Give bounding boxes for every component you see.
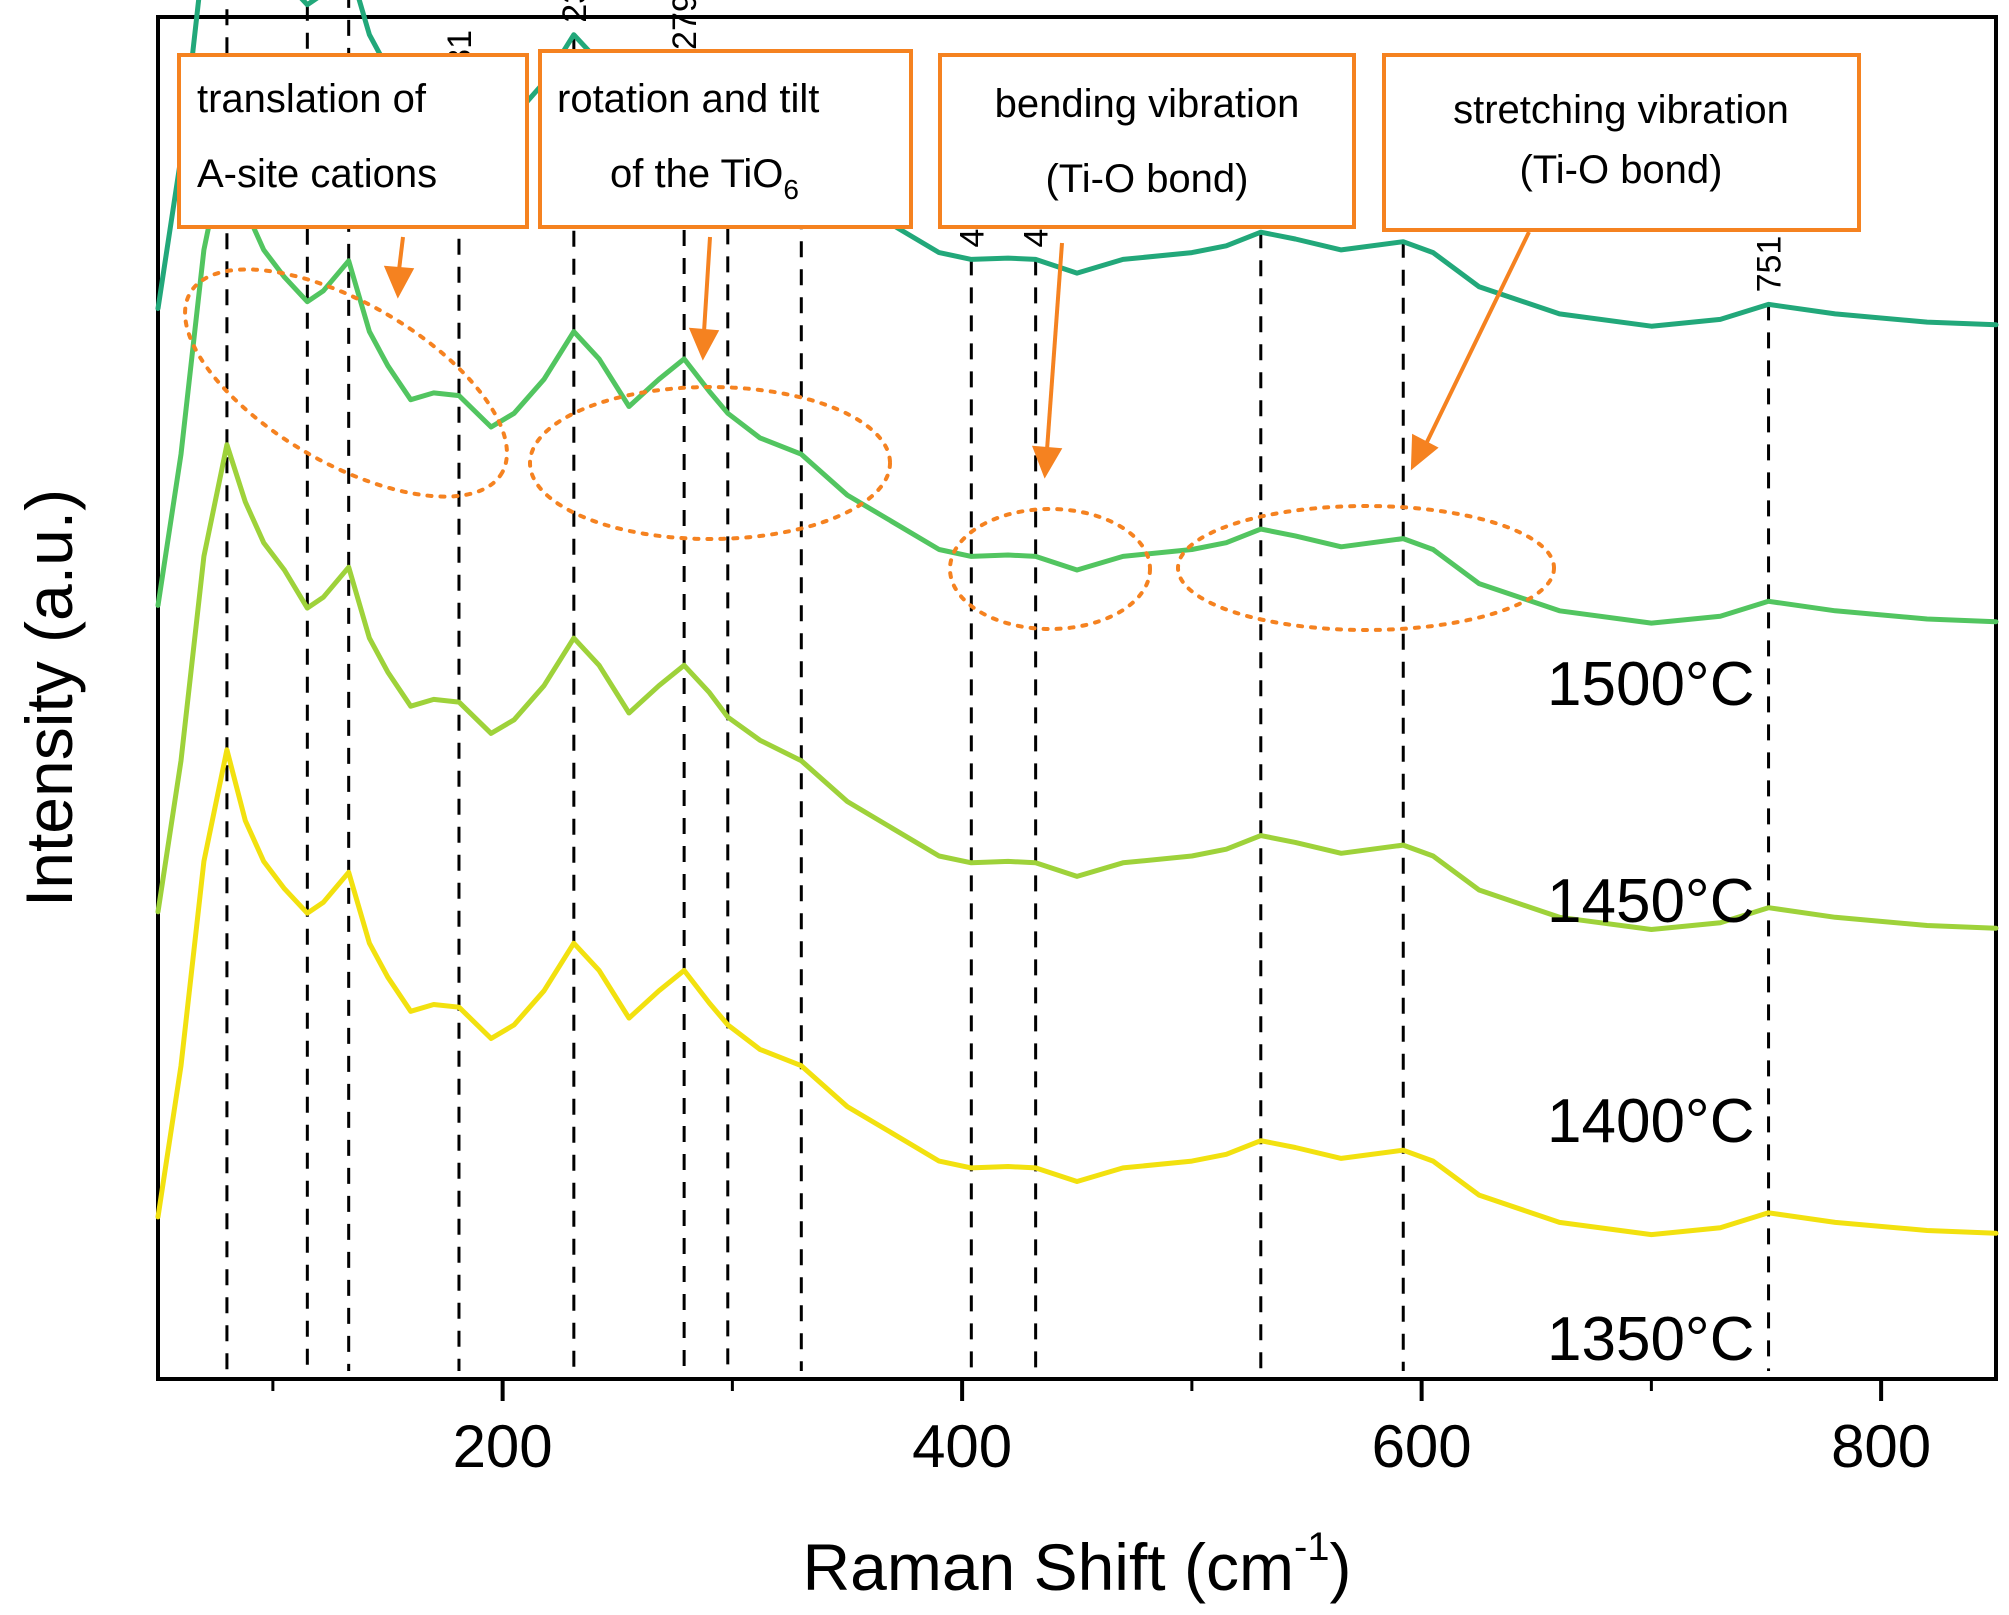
arrow-head-2 (688, 327, 720, 361)
arrow-head-4 (1410, 433, 1439, 471)
annotation-tio6-line1: rotation and tilt (557, 77, 819, 121)
x-tick-label-600: 600 (1372, 1413, 1472, 1480)
series-label-1400: 1400°C (1547, 1087, 1755, 1156)
annotation-stretching-line2: (Ti-O bond) (1519, 148, 1722, 192)
x-tick-label-800: 800 (1831, 1413, 1931, 1480)
annotation-a-site-line2: A-site cations (197, 152, 437, 196)
annotation-ellipses (183, 267, 1556, 632)
peak-label-751: 751 (1751, 236, 1789, 293)
x-tick-label-400: 400 (912, 1413, 1012, 1480)
annotation-box-a-site: translation of A-site cations (177, 53, 529, 229)
ellipse-bending (948, 507, 1152, 631)
x-tick-label-200: 200 (453, 1413, 553, 1480)
annotation-arrows (383, 231, 1531, 479)
peak-label-231: 231 (556, 0, 594, 23)
y-axis-title: Intensity (a.u.) (12, 489, 86, 907)
annotation-stretching-line1: stretching vibration (1453, 88, 1789, 132)
peak-label-279: 279 (666, 0, 704, 50)
annotation-tio6-line2: of the TiO6 (610, 152, 799, 205)
annotation-a-site-line1: translation of (197, 77, 427, 121)
x-axis-title: Raman Shift (cm-1) (802, 1525, 1351, 1604)
arrow-head-3 (1031, 445, 1063, 479)
ellipse-a-site (183, 267, 509, 499)
annotation-box-bending: bending vibration (Ti-O bond) (938, 53, 1356, 229)
ellipse-tio6 (528, 385, 892, 541)
x-axis: 200 400 600 800 (271, 1379, 1931, 1480)
annotation-bending-line2: (Ti-O bond) (1045, 157, 1248, 201)
arrow-head-1 (383, 265, 415, 299)
series-line-1400 (155, 442, 1999, 932)
annotation-box-tio6: rotation and tilt of the TiO6 (538, 49, 913, 229)
annotation-box-stretching: stretching vibration (Ti-O bond) (1382, 53, 1861, 232)
ellipse-stretching (1176, 504, 1556, 632)
series-label-1350: 1350°C (1547, 1305, 1755, 1374)
plot-frame (156, 15, 1998, 1381)
series-line-1350 (155, 747, 1999, 1238)
series-label-1500: 1500°C (1547, 650, 1755, 719)
series-label-1450: 1450°C (1547, 867, 1755, 936)
annotation-bending-line1: bending vibration (995, 82, 1300, 126)
